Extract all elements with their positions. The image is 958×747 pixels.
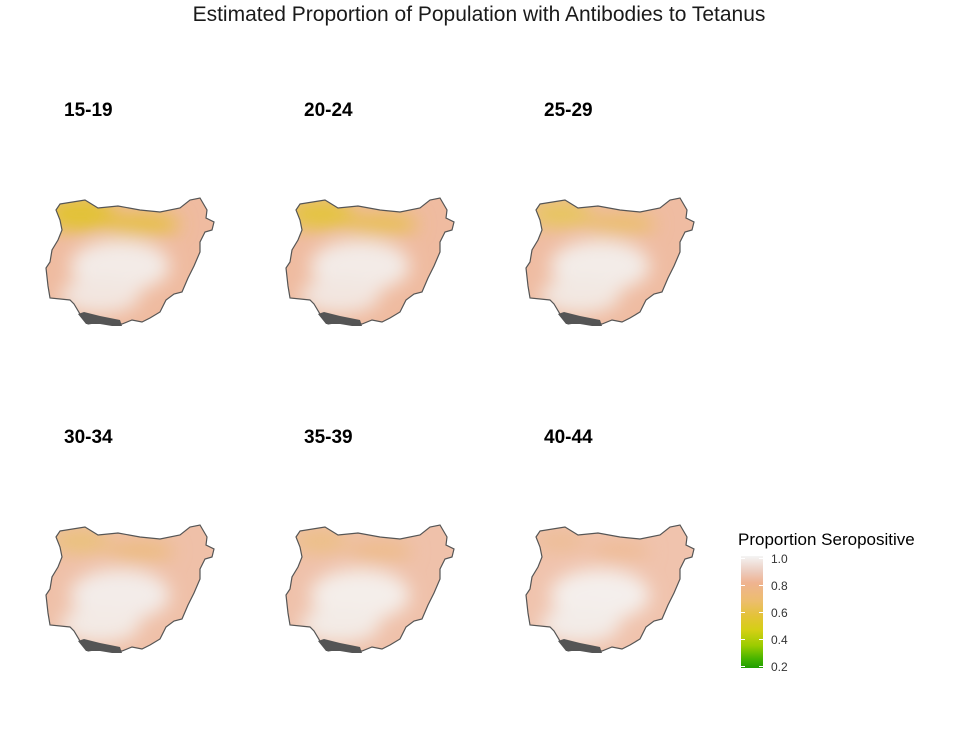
nigeria-map bbox=[285, 524, 455, 653]
legend-title: Proportion Seropositive bbox=[738, 530, 915, 549]
panel-title: 15-19 bbox=[64, 100, 113, 121]
page-title: Estimated Proportion of Population with … bbox=[192, 3, 766, 26]
map-panel-20-24: 20-24 bbox=[280, 100, 520, 420]
nigeria-map bbox=[45, 197, 215, 326]
panel-title: 40-44 bbox=[544, 427, 593, 448]
legend-tick-mark bbox=[759, 639, 763, 640]
legend-tick-mark bbox=[741, 585, 745, 586]
nigeria-map bbox=[45, 524, 215, 653]
map-panel-30-34: 30-34 bbox=[40, 427, 280, 747]
panel-title: 35-39 bbox=[304, 427, 353, 448]
nigeria-map bbox=[285, 197, 455, 326]
nigeria-map bbox=[525, 197, 695, 326]
legend-tick-mark bbox=[759, 585, 763, 586]
legend-tick-mark bbox=[741, 612, 745, 613]
map-panel-35-39: 35-39 bbox=[280, 427, 520, 747]
legend-tick-mark bbox=[759, 666, 763, 667]
legend-label-0-2: 0.2 bbox=[771, 660, 788, 674]
legend-tick-mark bbox=[741, 666, 745, 667]
nigeria-map bbox=[525, 524, 695, 653]
map-panel-25-29: 25-29 bbox=[520, 100, 760, 420]
legend-label-0-4: 0.4 bbox=[771, 633, 788, 647]
legend-label-1-0: 1.0 bbox=[771, 552, 788, 566]
legend-colorbar bbox=[741, 556, 763, 668]
legend-label-0-6: 0.6 bbox=[771, 606, 788, 620]
legend-tick-mark bbox=[759, 612, 763, 613]
legend-label-0-8: 0.8 bbox=[771, 579, 788, 593]
legend-tick-mark bbox=[741, 639, 745, 640]
legend-tick-mark bbox=[741, 558, 745, 559]
legend: Proportion Seropositive 1.0 0.8 0.6 0.4 … bbox=[738, 530, 948, 680]
legend-tick-mark bbox=[759, 558, 763, 559]
map-panel-15-19: 15-19 bbox=[40, 100, 280, 420]
panel-title: 30-34 bbox=[64, 427, 113, 448]
map-panel-40-44: 40-44 bbox=[520, 427, 760, 747]
panel-title: 25-29 bbox=[544, 100, 593, 121]
panel-title: 20-24 bbox=[304, 100, 353, 121]
